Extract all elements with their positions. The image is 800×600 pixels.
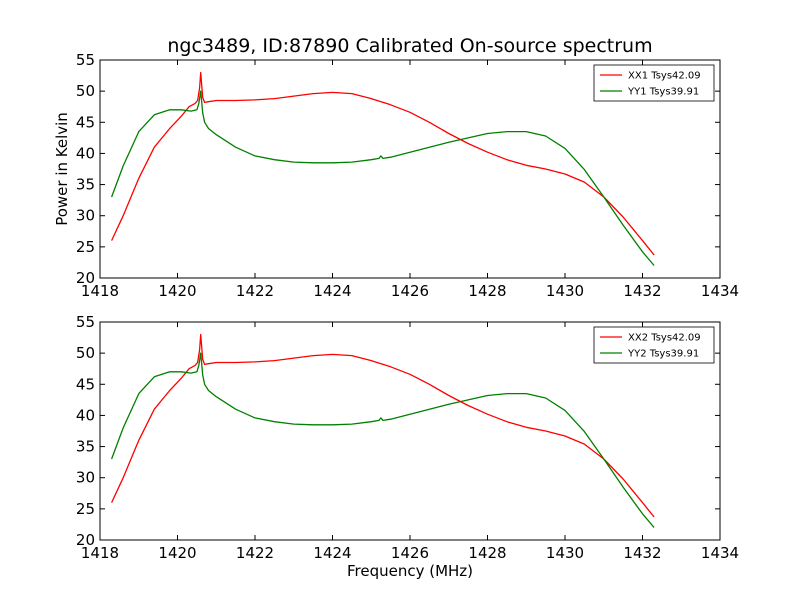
x-tick-label: 1426	[391, 282, 429, 300]
series-line-xx1	[111, 71, 655, 256]
legend-label: XX1 Tsys42.09	[628, 71, 701, 82]
y-tick-label: 30	[76, 469, 95, 487]
y-tick-label: 20	[76, 269, 95, 287]
legend-label: YY2 Tsys39.91	[627, 349, 699, 360]
y-tick-label: 40	[76, 406, 95, 424]
x-tick-label: 1418	[81, 282, 119, 300]
y-tick-label: 50	[76, 344, 95, 362]
legend: XX1 Tsys42.09 YY1 Tsys39.91	[593, 64, 715, 102]
y-tick-label: 45	[76, 113, 95, 131]
x-tick-label: 1430	[546, 282, 584, 300]
legend-box	[593, 326, 715, 364]
x-tick-label: 1424	[313, 544, 351, 562]
y-tick-label: 30	[76, 207, 95, 225]
y-tick-label: 25	[76, 238, 95, 256]
x-tick-label: 1426	[391, 544, 429, 562]
x-tick-label: 1424	[313, 282, 351, 300]
x-tick-label: 1428	[468, 282, 506, 300]
y-tick-label: 35	[76, 438, 95, 456]
x-tick-label: 1420	[158, 544, 196, 562]
legend-label: YY1 Tsys39.91	[627, 87, 699, 98]
y-tick-label: 20	[76, 531, 95, 549]
y-tick-label: 25	[76, 500, 95, 518]
y-tick-label: 55	[76, 51, 95, 69]
x-tick-label: 1432	[623, 544, 661, 562]
y-axis-label-top: Power in Kelvin	[53, 112, 71, 226]
y-tick-label: 40	[76, 144, 95, 162]
x-tick-label: 1434	[701, 544, 739, 562]
legend-label: XX2 Tsys42.09	[628, 333, 701, 344]
y-tick-label: 35	[76, 176, 95, 194]
x-tick-label: 1420	[158, 282, 196, 300]
y-tick-label: 55	[76, 313, 95, 331]
series-line-yy2	[110, 352, 655, 528]
series-line-xx2	[111, 333, 655, 518]
top-panel: 1418 1420 1422 1424 1426 1428 1430 1432 1434 20 25…	[76, 51, 739, 300]
y-tick-label: 45	[76, 375, 95, 393]
legend-box	[593, 64, 715, 102]
series-line-yy1	[110, 90, 655, 266]
bottom-panel: 1418 1420 1422 1424 1426 1428 1430 1432 1434 20 25…	[76, 313, 739, 562]
x-tick-label: 1428	[468, 544, 506, 562]
x-tick-label: 1422	[236, 282, 274, 300]
x-tick-label: 1430	[546, 544, 584, 562]
x-tick-label: 1432	[623, 282, 661, 300]
legend: XX2 Tsys42.09 YY2 Tsys39.91	[593, 326, 715, 364]
chart-title: ngc3489, ID:87890 Calibrated On-source s…	[167, 35, 652, 57]
x-axis-label: Frequency (MHz)	[347, 562, 473, 580]
x-tick-label: 1418	[81, 544, 119, 562]
x-tick-label: 1422	[236, 544, 274, 562]
x-tick-label: 1434	[701, 282, 739, 300]
y-tick-label: 50	[76, 82, 95, 100]
